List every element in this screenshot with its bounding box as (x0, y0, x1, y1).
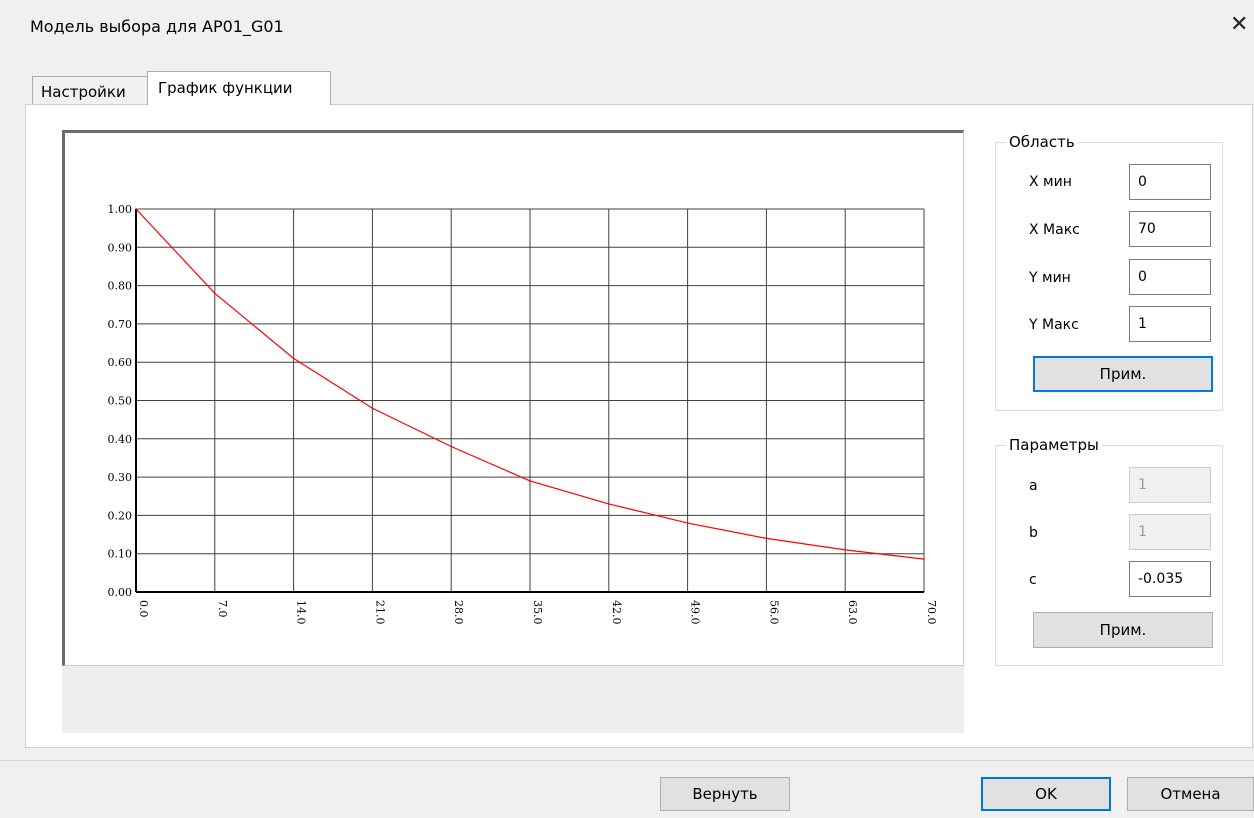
area-group: Область (995, 133, 1223, 411)
ymax-input[interactable] (1129, 306, 1211, 342)
x-tick-label: 0.0 (137, 600, 150, 618)
data-point (765, 537, 768, 540)
x-tick-label: 63.0 (846, 600, 859, 625)
data-point (292, 357, 295, 360)
y-tick-label: 1.00 (108, 203, 133, 216)
x-tick-label: 28.0 (452, 600, 465, 625)
y-tick-label: 0.00 (108, 586, 133, 599)
x-tick-label: 49.0 (689, 600, 702, 625)
footer-separator (0, 760, 1254, 761)
area-apply-button[interactable]: Прим. (1033, 356, 1213, 392)
xmax-label: X Макс (1029, 222, 1080, 238)
data-point (529, 480, 531, 482)
x-tick-label: 35.0 (531, 600, 544, 625)
params-apply-button[interactable]: Прим. (1033, 612, 1213, 648)
data-point (135, 208, 137, 210)
close-icon[interactable]: ✕ (1230, 12, 1249, 37)
x-tick-label: 42.0 (610, 600, 623, 625)
ymin-input[interactable] (1129, 259, 1211, 295)
y-tick-label: 0.60 (108, 356, 133, 369)
data-point (608, 503, 610, 505)
xmin-input[interactable] (1129, 164, 1211, 200)
param-b-input[interactable] (1129, 514, 1211, 550)
data-point (844, 549, 846, 551)
tab-function-graph[interactable]: График функции (147, 71, 331, 105)
param-a-label: a (1029, 478, 1038, 494)
param-a-input[interactable] (1129, 467, 1211, 503)
ok-button[interactable]: OK (981, 777, 1111, 811)
ymin-label: Y мин (1029, 270, 1071, 286)
y-tick-label: 0.20 (108, 509, 133, 522)
x-tick-label: 7.0 (216, 600, 229, 618)
x-tick-label: 21.0 (373, 600, 386, 625)
area-legend: Область (1009, 133, 1075, 151)
y-tick-label: 0.70 (108, 318, 133, 331)
param-c-input[interactable] (1129, 561, 1211, 597)
params-legend: Параметры (1009, 436, 1099, 454)
data-point (923, 558, 925, 560)
tab-settings[interactable]: Настройки (32, 76, 148, 104)
window-title: Модель выбора для AP01_G01 (30, 17, 284, 36)
y-tick-label: 0.10 (108, 548, 133, 561)
function-chart: 0.00 0.10 0.20 0.30 0.40 0.50 0.60 0.70 0.80 0.90… (108, 203, 939, 625)
y-tick-label: 0.40 (108, 433, 133, 446)
params-group: Параметры (995, 436, 1223, 666)
x-tick-label: 14.0 (295, 600, 308, 625)
cancel-button[interactable]: Отмена (1127, 777, 1254, 811)
data-point (450, 445, 453, 448)
y-tick-label: 0.80 (108, 280, 133, 293)
y-tick-label: 0.90 (108, 241, 133, 254)
x-tick-label: 56.0 (767, 600, 780, 625)
data-point (214, 292, 216, 295)
ymax-label: Y Макс (1029, 317, 1079, 333)
x-tick-label: 70.0 (925, 600, 938, 625)
param-c-label: c (1029, 572, 1037, 588)
plot-frame (62, 130, 964, 666)
revert-button[interactable]: Вернуть (660, 777, 790, 811)
y-tick-label: 0.50 (108, 395, 133, 408)
y-tick-label: 0.30 (108, 471, 133, 484)
param-b-label: b (1029, 525, 1038, 541)
data-point (371, 407, 374, 409)
xmin-label: X мин (1029, 174, 1072, 190)
data-point (686, 522, 689, 524)
xmax-input[interactable] (1129, 211, 1211, 247)
